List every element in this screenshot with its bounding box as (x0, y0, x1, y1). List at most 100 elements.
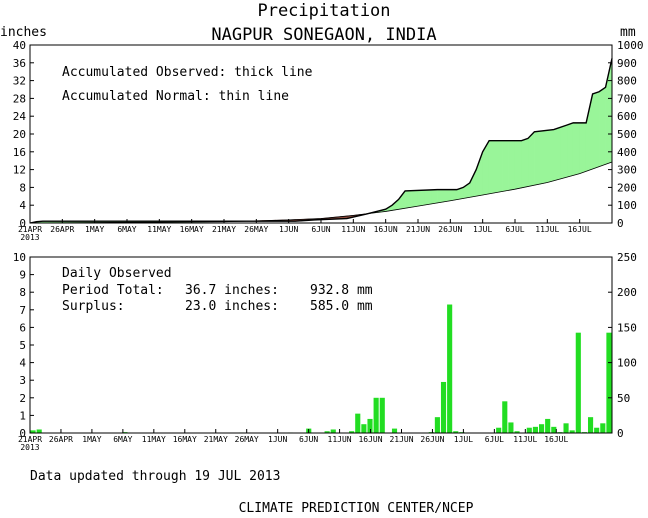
y-right-tick-label: 800 (617, 75, 637, 88)
y-left-tick-label: 16 (13, 146, 26, 159)
accumulation-difference-area (553, 126, 561, 182)
y-left-tick-label: 40 (13, 39, 26, 52)
accumulation-difference-area (430, 189, 438, 205)
surplus-mm: 585.0 mm (310, 299, 373, 314)
chart-title: Precipitation (257, 1, 390, 21)
y-right-tick-label: 500 (617, 128, 637, 141)
accumulated-observed-line (29, 58, 613, 224)
daily-precip-bar (361, 424, 367, 433)
x-tick-label: 16JUN (358, 435, 382, 444)
daily-precip-bar (575, 332, 581, 433)
y-left-tick-label: 36 (13, 57, 26, 70)
accumulation-difference-area (540, 129, 548, 185)
surplus-label: Surplus: (62, 299, 125, 314)
x-tick-label: 21JUN (389, 435, 413, 444)
accumulation-difference-area (475, 151, 483, 197)
y-left-tick-label: 4 (19, 199, 26, 212)
y-left-tick-label: 5 (19, 339, 26, 352)
y-left-tick-label: 1 (19, 409, 26, 422)
x-tick-label: 6JUL (505, 225, 524, 234)
daily-precip-bar (453, 431, 459, 433)
daily-precip-bar (330, 429, 336, 433)
y-right-tick-label: 0 (617, 427, 624, 440)
y-left-tick-label: 4 (19, 357, 26, 370)
accumulation-difference-area (508, 140, 516, 191)
y-left-tick-label: 3 (19, 374, 26, 387)
x-tick-label: 26JUN (420, 435, 444, 444)
x-tick-label: 1JUL (473, 225, 492, 234)
daily-precip-bar (600, 423, 606, 433)
daily-precip-bar (355, 413, 361, 433)
x-tick-label: 26JUN (438, 225, 462, 234)
accumulation-difference-area (534, 130, 542, 186)
y-left-tick-label: 12 (13, 164, 26, 177)
x-tick-label: 6JUN (311, 225, 330, 234)
y-right-tick-label: 0 (617, 217, 624, 230)
x-tick-label: 6JUN (299, 435, 318, 444)
x-tick-label: 21APR (18, 435, 42, 444)
accumulation-difference-area (559, 124, 568, 180)
daily-precip-bar (447, 304, 453, 433)
surplus-inches: 23.0 inches: (185, 299, 279, 314)
x-tick-label: 1MAY (85, 225, 104, 234)
legend-normal: Accumulated Normal: thin line (62, 89, 289, 104)
x-tick-label: 26APR (49, 435, 73, 444)
y-right-tick-label: 300 (617, 164, 637, 177)
period-total-mm: 932.8 mm (310, 283, 373, 298)
y-left-tick-label: 0 (19, 427, 26, 440)
x-tick-label: 26APR (50, 225, 74, 234)
period-total-label: Period Total: (62, 283, 164, 298)
daily-precip-bar (545, 418, 551, 433)
y-left-tick-label: 20 (13, 128, 26, 141)
accumulation-difference-area (514, 140, 522, 190)
right-unit-label: mm (620, 25, 636, 40)
y-right-tick-label: 700 (617, 92, 637, 105)
y-right-tick-label: 50 (617, 392, 630, 405)
x-tick-label: 16JUN (374, 225, 398, 234)
daily-precip-bar (349, 431, 355, 433)
daily-precip-bar (440, 381, 447, 433)
x-tick-label: 16MAY (180, 225, 204, 234)
data-updated-note: Data updated through 19 JUL 2013 (30, 469, 280, 484)
x-tick-label: 21MAY (204, 435, 228, 444)
accumulation-difference-area (417, 189, 425, 207)
y-left-tick-label: 7 (19, 304, 26, 317)
accumulation-difference-area (592, 91, 600, 170)
accumulation-difference-area (495, 140, 503, 194)
y-left-tick-label: 0 (19, 217, 26, 230)
accumulation-difference-area (488, 140, 496, 195)
daily-precip-bar (538, 424, 545, 433)
legend-observed: Accumulated Observed: thick line (62, 65, 313, 80)
daily-precip-bar (514, 431, 520, 433)
accumulated-panel: Accumulated Observed: thick line Accumul… (13, 39, 644, 242)
x-tick-label: 26MAY (244, 225, 268, 234)
accumulation-difference-area (450, 189, 458, 202)
accumulation-difference-area (521, 138, 529, 189)
y-right-tick-label: 250 (617, 251, 637, 264)
daily-precip-bar (36, 429, 42, 433)
y-left-tick-label: 6 (19, 321, 26, 334)
x-tick-label: 1JUN (279, 225, 298, 234)
accumulation-difference-area (547, 129, 555, 183)
y-right-tick-label: 200 (617, 286, 637, 299)
y-left-tick-label: 10 (13, 251, 26, 264)
daily-precip-bar (594, 427, 600, 433)
x-tick-label: 6JUL (485, 435, 504, 444)
y-right-tick-label: 1000 (617, 39, 644, 52)
daily-precip-bar (551, 426, 557, 433)
x-tick-label: 11MAY (142, 435, 166, 444)
y-right-tick-label: 900 (617, 57, 637, 70)
x-tick-label: 1MAY (82, 435, 101, 444)
daily-precip-bar (391, 428, 398, 433)
left-unit-label: inches (0, 25, 47, 40)
y-right-tick-label: 400 (617, 146, 637, 159)
y-left-tick-label: 24 (13, 110, 27, 123)
x-tick-label: 6MAY (113, 435, 132, 444)
daily-precip-bar (606, 332, 612, 433)
x-tick-label: 1JUN (268, 435, 287, 444)
x-tick-label: 6MAY (117, 225, 136, 234)
daily-precip-bar (587, 417, 594, 433)
daily-precip-bar (373, 397, 379, 433)
chart-subtitle: NAGPUR SONEGAON, INDIA (211, 25, 436, 45)
